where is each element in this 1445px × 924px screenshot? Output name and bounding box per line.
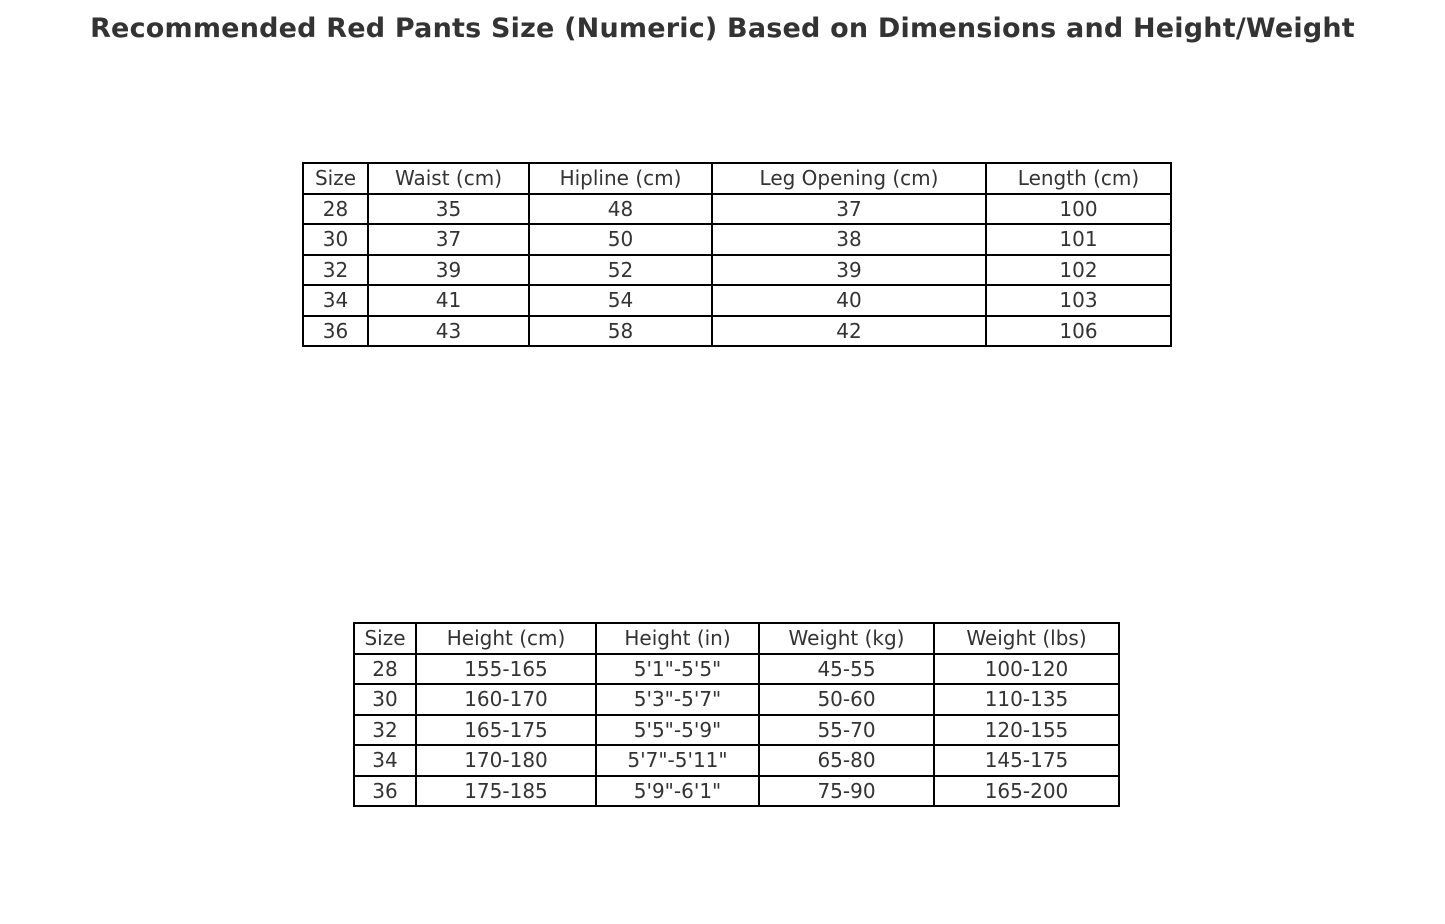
table-cell: 40 (711, 284, 987, 317)
height-weight-table-container: Size Height (cm) Height (in) Weight (kg) Wei… (353, 622, 1120, 807)
table-cell: 37 (711, 192, 987, 225)
table-cell: 75-90 (758, 774, 935, 807)
column-header: Waist (cm) (367, 162, 530, 195)
table-cell: 120-155 (933, 713, 1120, 746)
table-cell: 5'7"-5'11" (595, 744, 760, 777)
column-header: Height (cm) (415, 622, 597, 655)
table-cell: 65-80 (758, 744, 935, 777)
table-cell: 50-60 (758, 683, 935, 716)
table-cell: 38 (711, 223, 987, 256)
table-cell: 106 (985, 314, 1172, 347)
table-header-row: Size Height (cm) Height (in) Weight (kg) Wei… (353, 622, 1120, 655)
table-cell: 175-185 (415, 774, 597, 807)
table-cell: 30 (353, 683, 417, 716)
table-cell: 36 (353, 774, 417, 807)
column-header: Length (cm) (985, 162, 1172, 195)
table-cell: 160-170 (415, 683, 597, 716)
column-header: Leg Opening (cm) (711, 162, 987, 195)
table-row: 36 175-185 5'9"-6'1" 75-90 165-200 (353, 774, 1120, 807)
column-header: Weight (kg) (758, 622, 935, 655)
table-cell: 28 (302, 192, 369, 225)
column-header: Size (353, 622, 417, 655)
table-cell: 43 (367, 314, 530, 347)
table-cell: 58 (528, 314, 713, 347)
table-cell: 54 (528, 284, 713, 317)
table-row: 30 37 50 38 101 (302, 223, 1172, 256)
table-cell: 5'9"-6'1" (595, 774, 760, 807)
column-header: Weight (lbs) (933, 622, 1120, 655)
table-cell: 155-165 (415, 652, 597, 685)
table-row: 36 43 58 42 106 (302, 314, 1172, 347)
table-cell: 34 (353, 744, 417, 777)
table-row: 34 170-180 5'7"-5'11" 65-80 145-175 (353, 744, 1120, 777)
table-cell: 170-180 (415, 744, 597, 777)
table-cell: 39 (711, 253, 987, 286)
table-header-row: Size Waist (cm) Hipline (cm) Leg Opening (c… (302, 162, 1172, 195)
table-cell: 50 (528, 223, 713, 256)
table-cell: 102 (985, 253, 1172, 286)
dimensions-table: Size Waist (cm) Hipline (cm) Leg Opening (c… (302, 162, 1172, 347)
table-row: 32 165-175 5'5"-5'9" 55-70 120-155 (353, 713, 1120, 746)
table-cell: 34 (302, 284, 369, 317)
table-cell: 30 (302, 223, 369, 256)
table-cell: 28 (353, 652, 417, 685)
table-cell: 110-135 (933, 683, 1120, 716)
table-cell: 37 (367, 223, 530, 256)
table-cell: 100-120 (933, 652, 1120, 685)
height-weight-table: Size Height (cm) Height (in) Weight (kg) Wei… (353, 622, 1120, 807)
table-cell: 39 (367, 253, 530, 286)
table-cell: 36 (302, 314, 369, 347)
table-cell: 42 (711, 314, 987, 347)
table-cell: 5'3"-5'7" (595, 683, 760, 716)
table-row: 34 41 54 40 103 (302, 284, 1172, 317)
table-cell: 100 (985, 192, 1172, 225)
table-cell: 165-200 (933, 774, 1120, 807)
table-cell: 32 (302, 253, 369, 286)
table-cell: 5'5"-5'9" (595, 713, 760, 746)
table-cell: 45-55 (758, 652, 935, 685)
figure-title: Recommended Red Pants Size (Numeric) Bas… (90, 13, 1355, 44)
table-row: 32 39 52 39 102 (302, 253, 1172, 286)
table-cell: 5'1"-5'5" (595, 652, 760, 685)
table-cell: 35 (367, 192, 530, 225)
table-cell: 32 (353, 713, 417, 746)
table-cell: 101 (985, 223, 1172, 256)
column-header: Size (302, 162, 369, 195)
table-cell: 165-175 (415, 713, 597, 746)
column-header: Height (in) (595, 622, 760, 655)
table-cell: 52 (528, 253, 713, 286)
table-cell: 41 (367, 284, 530, 317)
table-row: 30 160-170 5'3"-5'7" 50-60 110-135 (353, 683, 1120, 716)
table-cell: 145-175 (933, 744, 1120, 777)
table-cell: 48 (528, 192, 713, 225)
table-cell: 55-70 (758, 713, 935, 746)
table-row: 28 155-165 5'1"-5'5" 45-55 100-120 (353, 652, 1120, 685)
dimensions-table-container: Size Waist (cm) Hipline (cm) Leg Opening (c… (302, 162, 1172, 347)
table-row: 28 35 48 37 100 (302, 192, 1172, 225)
table-cell: 103 (985, 284, 1172, 317)
column-header: Hipline (cm) (528, 162, 713, 195)
